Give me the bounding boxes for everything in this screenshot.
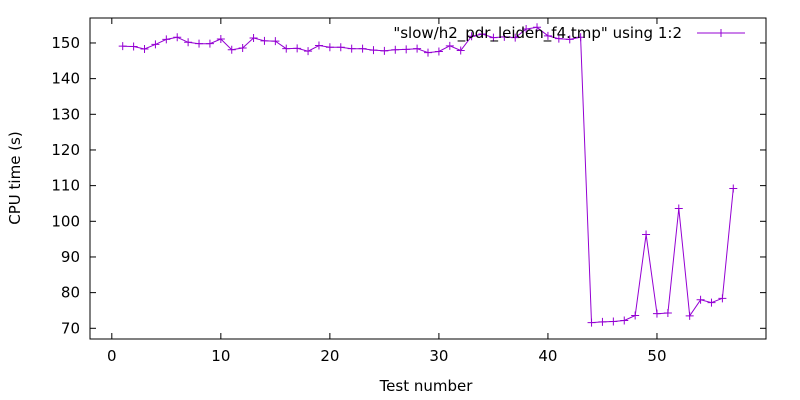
data-point (391, 45, 400, 54)
data-point (434, 47, 443, 56)
y-tick-label: 70 (61, 319, 80, 337)
data-point (522, 25, 531, 34)
data-point (511, 33, 520, 42)
data-point (413, 44, 422, 53)
data-point (631, 311, 640, 320)
data-point (533, 23, 542, 32)
y-tick-label: 150 (51, 34, 80, 52)
legend-label: "slow/h2_pdr_leiden_f4.tmp" using 1:2 (393, 24, 682, 43)
data-point (227, 45, 236, 54)
data-point (543, 31, 552, 40)
data-point (707, 298, 716, 307)
data-point (729, 184, 738, 193)
series-layer (118, 23, 738, 327)
data-point (642, 230, 651, 239)
axes: 0 10 20 30 40 50 70 80 90 100 110 120 130 140 150 (51, 17, 767, 365)
y-tick-label: 110 (51, 177, 80, 195)
data-point (304, 47, 313, 56)
data-point (685, 311, 694, 320)
series-line (122, 26, 734, 324)
data-point (282, 44, 291, 53)
data-point (587, 318, 596, 327)
data-point (336, 43, 345, 52)
x-tick-label: 10 (211, 347, 230, 365)
data-point (565, 35, 574, 44)
data-point (325, 43, 334, 52)
data-point (500, 32, 509, 41)
data-point (609, 317, 618, 326)
data-point (184, 38, 193, 47)
data-point (456, 46, 465, 55)
data-point (260, 36, 269, 45)
data-point (195, 39, 204, 48)
data-point (173, 33, 182, 42)
data-point (402, 45, 411, 54)
x-tick-label: 40 (538, 347, 557, 365)
data-point (674, 204, 683, 213)
data-point (271, 37, 280, 46)
y-tick-label: 80 (61, 284, 80, 302)
data-point (467, 32, 476, 41)
y-tick-label: 90 (61, 248, 80, 266)
data-point (620, 316, 629, 325)
data-point (489, 33, 498, 42)
data-point (718, 294, 727, 303)
data-point (293, 44, 302, 53)
data-point (445, 41, 454, 50)
data-point (118, 42, 127, 51)
data-point (358, 44, 367, 53)
data-point (598, 317, 607, 326)
legend: "slow/h2_pdr_leiden_f4.tmp" using 1:2 (393, 24, 745, 43)
y-tick-label: 130 (51, 105, 80, 123)
data-point (663, 308, 672, 317)
y-axis-label: CPU time (s) (6, 131, 24, 224)
data-point (576, 33, 585, 42)
y-tick-label: 100 (51, 212, 80, 230)
data-point (652, 309, 661, 318)
data-point (369, 46, 378, 55)
data-point (205, 39, 214, 48)
data-point (151, 40, 160, 49)
y-tick-label: 140 (51, 70, 80, 88)
data-point (162, 35, 171, 44)
data-point (216, 35, 225, 44)
x-tick-label: 30 (429, 347, 448, 365)
data-point (347, 44, 356, 53)
legend-marker (717, 29, 725, 37)
data-point (129, 42, 138, 51)
data-point (478, 30, 487, 39)
x-tick-label: 20 (320, 347, 339, 365)
x-tick-label: 0 (107, 347, 117, 365)
y-tick-label: 120 (51, 141, 80, 159)
x-tick-label: 50 (647, 347, 666, 365)
data-point (314, 41, 323, 50)
data-point (554, 34, 563, 43)
data-point (380, 46, 389, 55)
data-point (249, 33, 258, 42)
data-point (696, 295, 705, 304)
x-axis-label: Test number (379, 377, 474, 395)
data-point (424, 48, 432, 57)
data-point (238, 43, 247, 52)
data-point (140, 45, 149, 54)
plot-frame (89, 17, 767, 340)
